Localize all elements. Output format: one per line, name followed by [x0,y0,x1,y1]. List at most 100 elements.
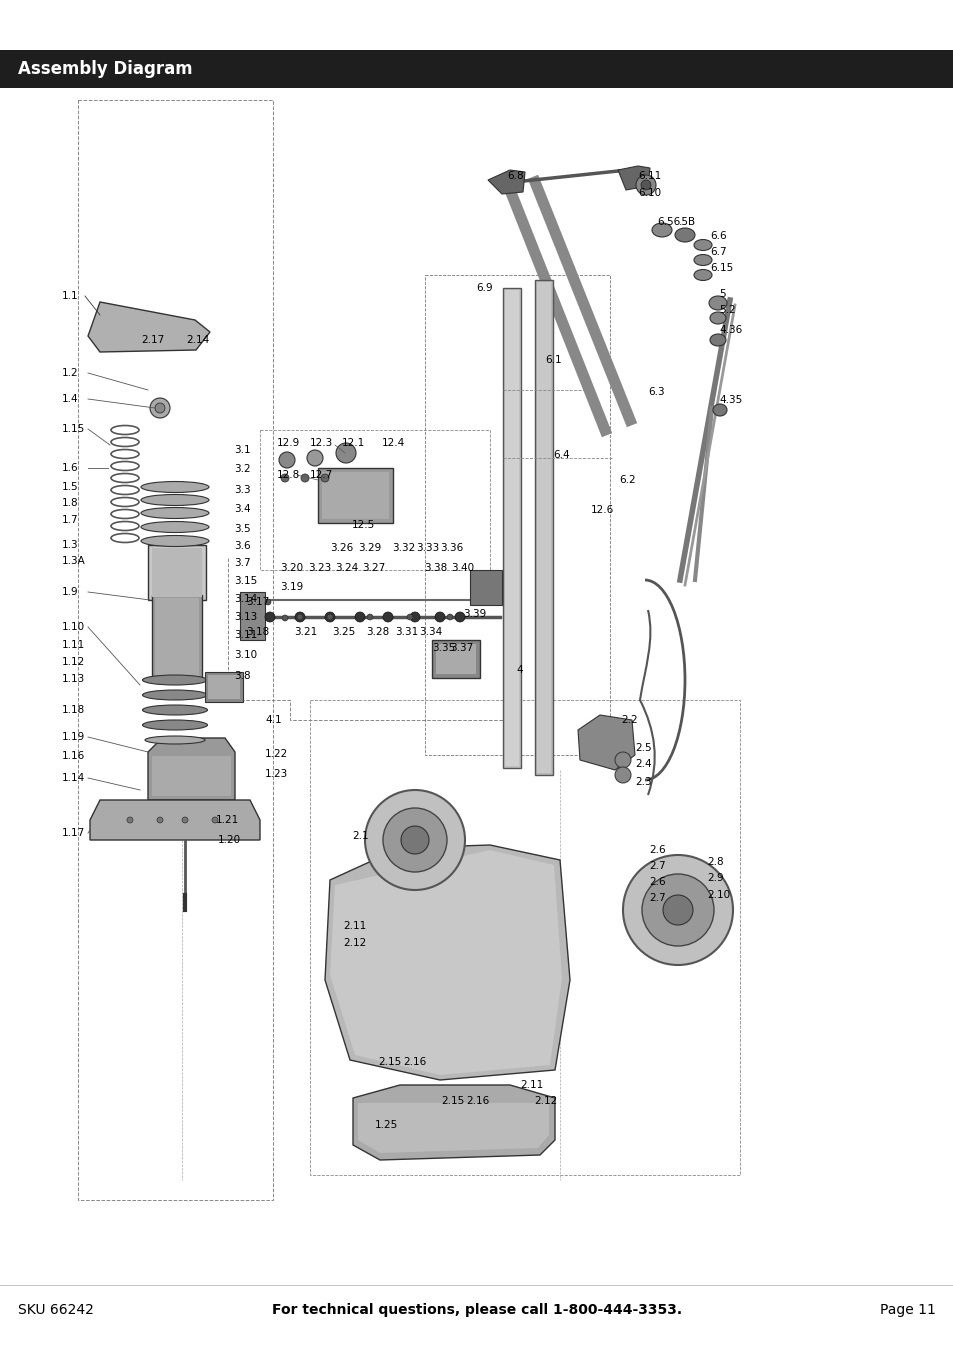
Polygon shape [90,801,260,840]
Bar [535,279,553,775]
Text: 3.29: 3.29 [357,543,381,554]
Circle shape [382,809,447,872]
Text: 3.6: 3.6 [233,541,251,551]
Polygon shape [148,738,234,801]
Ellipse shape [709,312,725,324]
Text: 6.6: 6.6 [709,231,726,242]
Text: 6.10: 6.10 [638,188,660,198]
Text: 3.38: 3.38 [423,563,447,572]
Ellipse shape [141,508,209,518]
Text: 3.33: 3.33 [416,543,438,554]
Text: 2.6: 2.6 [648,878,665,887]
Polygon shape [353,1085,555,1160]
Circle shape [640,180,650,190]
Bar [504,290,518,765]
Text: 1.7: 1.7 [62,514,78,525]
Circle shape [265,612,274,622]
Ellipse shape [145,736,205,744]
Circle shape [622,855,732,965]
Text: 6.4: 6.4 [553,450,569,460]
Text: 3.4: 3.4 [233,504,251,514]
Text: 1.17: 1.17 [62,828,85,838]
Text: 6.7: 6.7 [709,247,726,256]
Text: SKU 66242: SKU 66242 [18,1303,93,1318]
Text: 1.5: 1.5 [62,482,78,491]
Text: 3.15: 3.15 [233,576,257,586]
Ellipse shape [712,404,726,416]
Text: 1.8: 1.8 [62,498,78,508]
Text: 3.37: 3.37 [450,643,473,653]
Circle shape [400,826,429,855]
Text: 1.14: 1.14 [62,774,85,783]
Text: 3.26: 3.26 [330,543,353,554]
Circle shape [281,474,289,482]
Bar [317,468,393,522]
Ellipse shape [693,255,711,266]
Circle shape [282,616,288,621]
Circle shape [265,599,271,605]
Circle shape [307,450,323,466]
Text: 2.5: 2.5 [635,743,651,753]
Text: 1.12: 1.12 [62,657,85,667]
Ellipse shape [141,536,209,547]
Text: 3.20: 3.20 [280,563,303,572]
Text: 1.11: 1.11 [62,640,85,649]
Text: 5: 5 [719,289,725,298]
Text: 1.4: 1.4 [62,394,78,404]
Circle shape [455,612,464,622]
Text: 3.5: 3.5 [233,524,251,535]
Circle shape [382,612,393,622]
Text: 2.12: 2.12 [534,1096,557,1106]
Text: 3.36: 3.36 [439,543,463,554]
Ellipse shape [651,223,671,238]
Text: 3.39: 3.39 [462,609,486,620]
Circle shape [641,873,713,946]
Polygon shape [88,302,210,352]
Text: 3.24: 3.24 [335,563,358,572]
Circle shape [447,614,453,620]
Text: 6.9: 6.9 [476,284,492,293]
Ellipse shape [141,494,209,505]
Circle shape [296,614,303,620]
Text: 2.7: 2.7 [648,861,665,871]
Circle shape [182,817,188,824]
Ellipse shape [693,270,711,281]
Text: 1.21: 1.21 [215,815,239,825]
Text: 12.6: 12.6 [590,505,614,514]
Text: 12.7: 12.7 [310,470,333,481]
Ellipse shape [141,521,209,532]
Bar [154,598,199,676]
Text: 3.14: 3.14 [233,594,257,603]
Polygon shape [578,716,635,769]
Circle shape [301,474,309,482]
Text: 2.11: 2.11 [519,1080,542,1089]
Text: 3.17: 3.17 [246,597,269,608]
Circle shape [367,614,373,620]
Circle shape [212,817,218,824]
Bar [470,570,501,605]
Text: 3.2: 3.2 [233,464,251,474]
Ellipse shape [141,482,209,493]
Text: 1.16: 1.16 [62,751,85,761]
Text: 2.4: 2.4 [635,759,651,769]
Text: 1.3A: 1.3A [62,556,86,566]
Ellipse shape [142,675,208,684]
Text: 3.40: 3.40 [451,563,474,572]
Text: 1.19: 1.19 [62,732,85,742]
Text: 1.23: 1.23 [265,769,288,779]
Text: 6.15: 6.15 [709,263,733,273]
Ellipse shape [142,690,208,701]
Text: 3.18: 3.18 [246,626,269,637]
Polygon shape [325,845,569,1080]
Text: 3.32: 3.32 [392,543,415,554]
Text: 4.1: 4.1 [265,716,281,725]
Text: 3.7: 3.7 [233,558,251,568]
Text: 4.35: 4.35 [719,396,741,405]
Text: Page 11: Page 11 [880,1303,935,1318]
Bar [152,595,202,680]
Text: 3.35: 3.35 [432,643,455,653]
Text: 3.23: 3.23 [308,563,331,572]
Polygon shape [152,756,231,796]
Text: 5.2: 5.2 [719,305,735,315]
Text: 3.31: 3.31 [395,626,417,637]
